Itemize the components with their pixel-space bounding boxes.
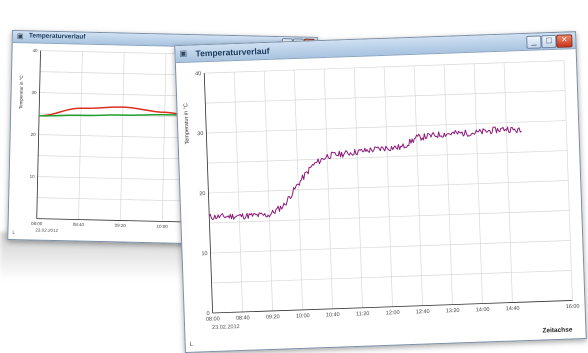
- series-line-0: [208, 126, 522, 221]
- front-window-title: Temperaturverlauf: [195, 45, 270, 59]
- maximize-button[interactable]: □: [541, 34, 557, 49]
- x-tick-label: 10:00: [156, 224, 168, 229]
- x-tick-label: 12:40: [416, 309, 430, 315]
- x-tick-label: 11:20: [356, 311, 370, 317]
- grid-line-horizontal: [210, 240, 571, 254]
- grid-line-horizontal: [205, 90, 566, 104]
- close-button[interactable]: ×: [556, 34, 573, 48]
- x-tick-label: 08:00: [31, 221, 43, 226]
- y-tick-label: 40: [195, 71, 201, 77]
- x-tick-label: 10:00: [296, 313, 310, 319]
- x-tick-label: 09:20: [266, 314, 280, 320]
- x-tick-label: 13:20: [446, 308, 460, 314]
- app-icon: ▣: [179, 48, 188, 59]
- y-tick-label: 20: [31, 132, 37, 137]
- front-chart: Temperatur in °C Zeitachse 23.02.2012 L …: [183, 60, 580, 348]
- x-tick-label: 14:40: [506, 306, 520, 312]
- x-tick-label: 08:40: [236, 315, 250, 321]
- grid-line-horizontal: [208, 180, 569, 194]
- x-axis: [212, 300, 573, 314]
- front-chart-window[interactable]: ▣ Temperaturverlauf _ □ × Temperatur in …: [174, 31, 587, 353]
- y-tick-label: 30: [32, 90, 38, 95]
- back-date-label: 23.02.2012: [35, 228, 58, 234]
- grid-line-horizontal: [204, 60, 565, 74]
- x-tick-label: 16:00: [566, 304, 580, 310]
- back-window-title: Temperaturverlauf: [28, 32, 86, 41]
- grid-line-horizontal: [206, 120, 567, 134]
- x-tick-label: 08:00: [206, 316, 220, 322]
- back-y-axis-label: Temperatur in °C: [18, 75, 24, 110]
- app-icon: ▣: [16, 33, 24, 41]
- front-corner-mark: L: [190, 342, 194, 348]
- y-tick-label: 30: [197, 131, 203, 137]
- y-tick-label: 10: [30, 174, 36, 179]
- x-tick-label: 09:20: [115, 223, 127, 228]
- y-axis: [203, 73, 214, 314]
- back-corner-mark: L: [12, 230, 15, 236]
- y-tick-label: 0: [206, 311, 209, 317]
- grid-line-horizontal: [209, 210, 570, 224]
- y-tick-label: 20: [199, 191, 205, 197]
- x-tick-label: 08:40: [73, 222, 85, 227]
- y-axis: [36, 50, 41, 219]
- y-tick-label: 40: [32, 48, 38, 53]
- x-tick-label: 10:40: [326, 312, 340, 318]
- front-y-axis-label: Temperatur in °C: [183, 103, 190, 145]
- minimize-button[interactable]: _: [526, 35, 542, 49]
- grid-line-horizontal: [211, 270, 572, 284]
- y-tick-label: 10: [201, 251, 207, 257]
- grid-line-horizontal: [207, 150, 568, 164]
- x-tick-label: 14:00: [476, 307, 490, 313]
- front-date-label: 23.02.2012: [212, 324, 240, 331]
- x-tick-label: 12:00: [386, 310, 400, 316]
- front-x-axis-label: Zeitachse: [542, 326, 573, 334]
